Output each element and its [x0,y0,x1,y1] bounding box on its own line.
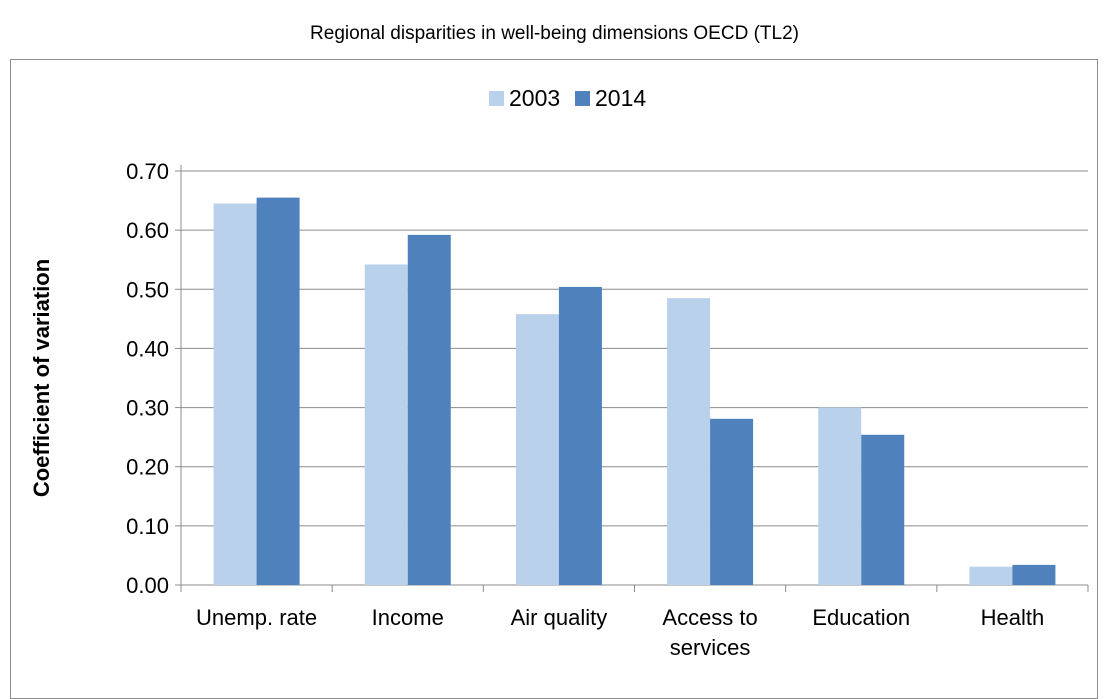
bar-2014-2 [407,234,451,586]
bar-2003-5 [818,407,862,585]
category-label: Access to services [662,605,757,660]
y-tick-label: 0.10 [126,514,169,539]
bar-2014-6 [1012,564,1056,585]
bar-2003-3 [515,314,559,585]
category-label: Unemp. rate [196,605,317,630]
category-label: Air quality [511,605,608,630]
legend-swatch-2003 [489,91,504,106]
bar-2014-1 [256,197,300,585]
y-tick-label: 0.40 [126,336,169,361]
legend-swatch-2014 [575,91,590,106]
category-label: Health [981,605,1045,630]
y-tick-label: 0.60 [126,218,169,243]
category-label: Education [812,605,910,630]
y-tick-label: 0.20 [126,455,169,480]
y-tick-label: 0.00 [126,573,169,598]
bar-2003-4 [667,298,711,585]
bar-2003-1 [213,203,257,585]
legend-label-2014: 2014 [595,85,646,111]
bar-2014-3 [558,286,602,585]
bar-2003-2 [364,264,408,585]
y-tick-label: 0.70 [126,159,169,184]
y-tick-label: 0.30 [126,396,169,421]
bar-2014-4 [710,418,754,585]
bar-chart: 0.00 0.10 0.20 0.30 0.40 0.50 0.60 0.70 Coeffici… [29,85,1089,660]
page-title: Regional disparities in well-being dimen… [310,23,799,44]
legend-label-2003: 2003 [509,85,560,111]
category-label: Income [372,605,444,630]
y-tick-label: 0.50 [126,277,169,302]
chart-frame: 0.00 0.10 0.20 0.30 0.40 0.50 0.60 0.70 Coeffici… [10,59,1098,699]
y-axis-title: Coefficient of variation [29,259,54,497]
bar-2003-6 [969,566,1013,585]
bar-2014-5 [861,434,905,585]
